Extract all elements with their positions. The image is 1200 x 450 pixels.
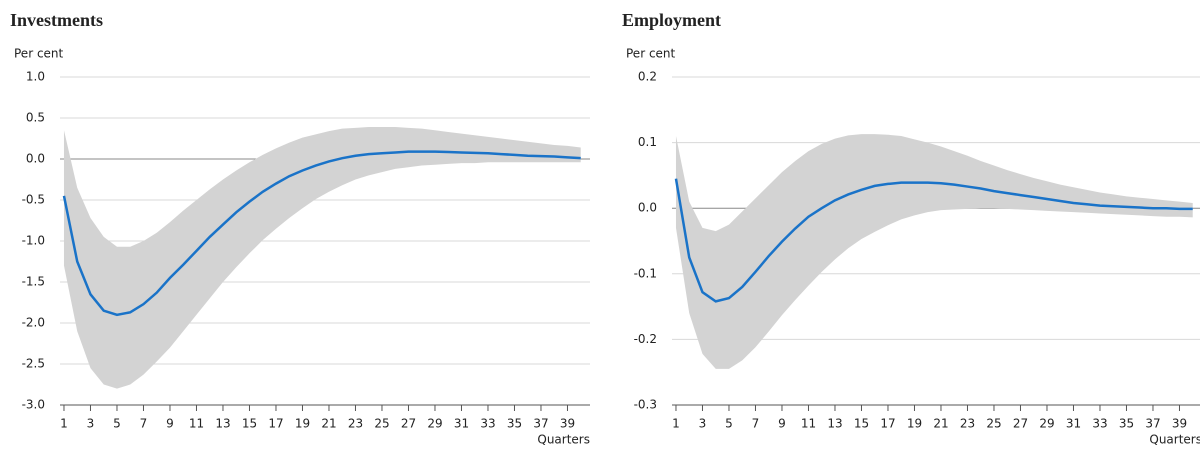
x-tick-label: 23 (348, 417, 363, 431)
x-tick-label: 7 (752, 417, 760, 431)
x-tick-label: 27 (401, 417, 416, 431)
x-tick-label: 9 (166, 417, 174, 431)
x-tick-label: 9 (778, 417, 786, 431)
x-tick-label: 21 (933, 417, 948, 431)
y-tick-label: -0.3 (634, 398, 657, 412)
x-tick-label: 1 (60, 417, 68, 431)
y-tick-label: -2.0 (22, 316, 45, 330)
x-tick-label: 11 (189, 417, 204, 431)
confidence-band (675, 134, 1193, 369)
x-tick-label: 5 (113, 417, 121, 431)
x-tick-label: 39 (560, 417, 575, 431)
x-tick-label: 31 (1066, 417, 1081, 431)
chart-title: Investments (10, 10, 103, 30)
y-axis-label: Per cent (626, 47, 676, 61)
x-tick-label: 3 (699, 417, 707, 431)
x-tick-label: 35 (1119, 417, 1134, 431)
panel: Employment Per cent Quarters 0.2 0.1 0.0 -0.1 -… (622, 10, 1200, 447)
x-tick-label: 1 (672, 417, 680, 431)
x-tick-label: 33 (1092, 417, 1107, 431)
x-tick-label: 35 (507, 417, 522, 431)
y-tick-label: -2.5 (22, 357, 45, 371)
x-tick-label: 21 (321, 417, 336, 431)
line (62, 150, 581, 317)
x-tick-label: 33 (480, 417, 495, 431)
x-tick-label: 25 (374, 417, 389, 431)
x-tick-label: 11 (801, 417, 816, 431)
x-tick-label: 25 (986, 417, 1001, 431)
x-tick-label: 5 (725, 417, 733, 431)
chart-title: Employment (622, 10, 721, 30)
y-tick-label: -3.0 (22, 398, 45, 412)
y-tick-label: 0.5 (26, 111, 45, 125)
x-tick-label: 13 (215, 417, 230, 431)
y-tick-label: -0.1 (634, 266, 657, 280)
x-tick-label: 29 (1039, 417, 1054, 431)
confidence-band (63, 127, 581, 389)
x-tick-label: 19 (295, 417, 310, 431)
y-axis-label: Per cent (14, 47, 64, 61)
y-tick-label: 0.0 (638, 201, 657, 215)
x-tick-label: 19 (907, 417, 922, 431)
x-axis-label: Quarters (1149, 433, 1200, 447)
x-tick-label: 13 (827, 417, 842, 431)
y-tick-label: 1.0 (26, 70, 45, 84)
x-tick-label: 15 (242, 417, 257, 431)
x-tick-label: 37 (1145, 417, 1160, 431)
x-tick-label: 23 (960, 417, 975, 431)
y-tick-label: -1.0 (22, 234, 45, 248)
line (674, 178, 1193, 303)
x-tick-label: 29 (427, 417, 442, 431)
x-tick-label: 27 (1013, 417, 1028, 431)
x-tick-label: 31 (454, 417, 469, 431)
y-tick-label: -1.5 (22, 275, 45, 289)
y-tick-label: 0.2 (638, 70, 657, 84)
x-tick-label: 15 (854, 417, 869, 431)
x-tick-label: 3 (87, 417, 95, 431)
y-tick-label: 0.1 (638, 135, 657, 149)
x-tick-label: 17 (880, 417, 895, 431)
x-tick-label: 17 (268, 417, 283, 431)
y-tick-label: 0.0 (26, 152, 45, 166)
panel: Investments Per cent Quarters 1.0 0.5 0.0 -0.5… (10, 10, 590, 447)
x-tick-label: 7 (140, 417, 148, 431)
y-tick-label: -0.5 (22, 193, 45, 207)
x-tick-label: 39 (1172, 417, 1187, 431)
x-tick-label: 37 (533, 417, 548, 431)
x-axis-label: Quarters (537, 433, 590, 447)
y-tick-label: -0.2 (634, 332, 657, 346)
